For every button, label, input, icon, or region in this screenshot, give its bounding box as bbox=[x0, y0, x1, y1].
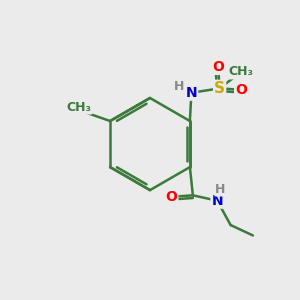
Text: CH₃: CH₃ bbox=[229, 65, 253, 79]
Text: H: H bbox=[174, 80, 184, 93]
Text: H: H bbox=[215, 183, 225, 196]
Text: S: S bbox=[214, 81, 225, 96]
Text: N: N bbox=[186, 86, 197, 100]
Text: CH₃: CH₃ bbox=[66, 100, 92, 114]
Text: O: O bbox=[212, 60, 224, 74]
Text: N: N bbox=[212, 194, 223, 208]
Text: O: O bbox=[166, 190, 177, 204]
Text: O: O bbox=[235, 83, 247, 97]
